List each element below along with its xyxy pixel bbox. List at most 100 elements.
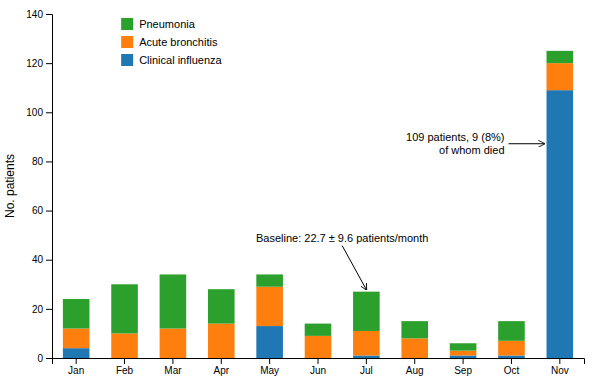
x-tick: Sep	[454, 358, 472, 376]
y-tick-mark	[46, 309, 52, 310]
legend: Pneumonia Acute bronchitis Clinical influe…	[121, 18, 222, 66]
bar	[63, 329, 90, 349]
legend-label: Clinical influenza	[139, 54, 222, 66]
bar	[498, 321, 525, 341]
bar-series	[63, 63, 573, 358]
x-tick-label: Nov	[551, 365, 569, 376]
bar	[450, 351, 477, 356]
x-tick-mark	[172, 358, 173, 364]
x-tick-label: Feb	[116, 365, 134, 376]
bar	[547, 51, 574, 63]
y-tick: 100	[26, 107, 52, 118]
x-axis-line	[53, 359, 585, 365]
x-tick-label: Sep	[454, 365, 472, 376]
x-tick-label: Mar	[164, 365, 182, 376]
y-tick-label: 140	[26, 9, 43, 20]
bar	[401, 321, 428, 338]
bar	[256, 326, 283, 358]
y-axis-title: No. patients	[3, 154, 17, 218]
bar	[305, 336, 332, 358]
bar	[450, 343, 477, 350]
bar	[401, 338, 428, 358]
bar-series	[63, 90, 573, 358]
y-tick-label: 60	[32, 205, 44, 216]
x-tick-mark	[463, 358, 464, 364]
x-tick: Jan	[68, 358, 84, 376]
x-tick-label: Apr	[213, 365, 229, 376]
bar	[305, 324, 332, 336]
bar	[63, 348, 90, 358]
y-tick-label: 120	[26, 58, 43, 69]
y-tick-mark	[46, 260, 52, 261]
legend-item: Clinical influenza	[121, 54, 222, 66]
bar	[547, 90, 574, 358]
y-tick: 20	[32, 304, 52, 315]
x-tick-mark	[76, 358, 77, 364]
x-tick-label: May	[260, 365, 279, 376]
y-tick-mark	[46, 211, 52, 212]
y-axis-line	[46, 15, 53, 359]
x-tick-label: Aug	[406, 365, 424, 376]
bar	[353, 331, 380, 356]
bar	[450, 356, 477, 358]
x-tick-label: Jul	[360, 365, 373, 376]
legend-swatch	[121, 36, 133, 48]
x-tick: May	[260, 358, 279, 376]
bar-series	[63, 51, 573, 351]
y-tick-mark	[46, 161, 52, 162]
bar	[353, 356, 380, 358]
y-tick-label: 20	[32, 304, 44, 315]
annotation: 109 patients, 9 (8%)of whom died	[406, 131, 504, 156]
x-axis: Jan Feb Mar Apr May Jun Jul Aug Sep Oct Nov	[53, 358, 585, 376]
x-tick-mark	[366, 358, 367, 364]
x-tick-mark	[269, 358, 270, 364]
x-tick-label: Jun	[310, 365, 326, 376]
y-axis: 0 20 40 60 80 100 120 140	[26, 9, 52, 364]
y-tick-mark	[46, 63, 52, 64]
x-tick: Apr	[213, 358, 229, 376]
y-tick-label: 100	[26, 107, 43, 118]
x-tick-mark	[559, 358, 560, 364]
annotation-arrow	[342, 246, 366, 290]
bar	[160, 274, 187, 328]
legend-label: Pneumonia	[139, 18, 196, 30]
legend-item: Pneumonia	[121, 18, 196, 30]
y-tick: 140	[26, 9, 52, 20]
x-tick: Feb	[116, 358, 134, 376]
bar	[208, 324, 235, 358]
bar	[256, 274, 283, 286]
bar	[256, 287, 283, 326]
bar	[547, 63, 574, 90]
x-tick: Nov	[551, 358, 569, 376]
y-tick: 120	[26, 58, 52, 69]
x-tick-mark	[414, 358, 415, 364]
x-tick-mark	[511, 358, 512, 364]
x-tick-mark	[124, 358, 125, 364]
bar	[63, 299, 90, 328]
bar	[208, 289, 235, 323]
legend-swatch	[121, 18, 133, 30]
y-tick: 40	[32, 254, 52, 265]
y-tick-mark	[46, 14, 52, 15]
x-tick: Oct	[504, 358, 520, 376]
annotation: Baseline: 22.7 ± 9.6 patients/month	[256, 232, 428, 244]
x-tick: Jul	[360, 358, 373, 376]
x-tick: Aug	[406, 358, 424, 376]
bar	[353, 292, 380, 331]
bars	[63, 51, 573, 358]
y-tick-label: 40	[32, 254, 44, 265]
x-tick-label: Oct	[504, 365, 520, 376]
legend-label: Acute bronchitis	[139, 36, 218, 48]
bar	[111, 284, 138, 333]
annotations: Baseline: 22.7 ± 9.6 patients/month 109 p…	[256, 131, 545, 289]
bar	[111, 333, 138, 358]
y-tick: 0	[37, 353, 52, 364]
x-tick: Mar	[164, 358, 182, 376]
y-tick-label: 80	[32, 156, 44, 167]
x-tick-mark	[221, 358, 222, 364]
bar	[498, 356, 525, 358]
y-tick: 80	[32, 156, 52, 167]
legend-swatch	[121, 54, 133, 66]
bar	[160, 329, 187, 358]
x-tick-label: Jan	[68, 365, 84, 376]
